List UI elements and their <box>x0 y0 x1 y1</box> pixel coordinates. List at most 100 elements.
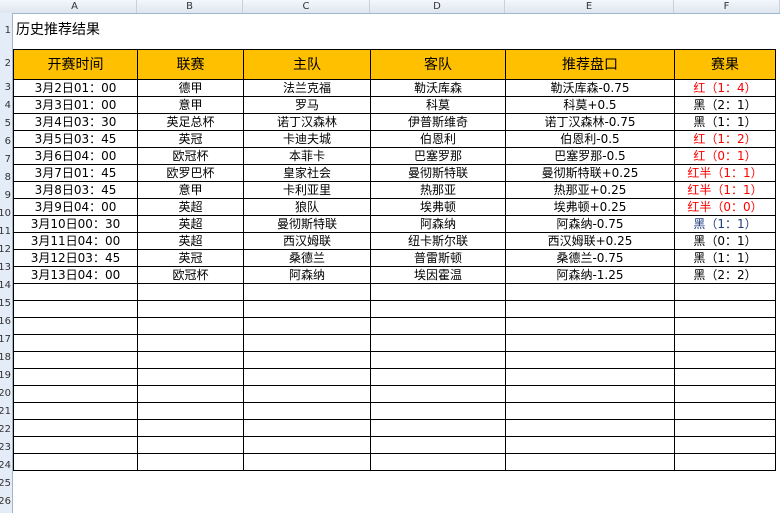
table-cell[interactable]: 罗马 <box>243 96 371 114</box>
table-cell[interactable]: 3月4日03：30 <box>13 113 138 131</box>
empty-cell[interactable] <box>674 283 776 301</box>
row-header[interactable]: 17 <box>0 334 11 345</box>
table-cell[interactable]: 诺丁汉森林 <box>243 113 371 131</box>
table-cell[interactable]: 3月11日04：00 <box>13 232 138 250</box>
empty-cell[interactable] <box>137 385 244 403</box>
table-cell[interactable]: 3月3日01：00 <box>13 96 138 114</box>
table-cell[interactable]: 红半（1：1） <box>674 164 776 182</box>
table-cell[interactable]: 红半（1：1） <box>674 181 776 199</box>
table-cell[interactable]: 红半（0：0） <box>674 198 776 216</box>
empty-cell[interactable] <box>243 300 371 318</box>
table-cell[interactable]: 英超 <box>137 232 244 250</box>
empty-cell[interactable] <box>243 317 371 335</box>
empty-cell[interactable] <box>505 402 675 420</box>
table-cell[interactable]: 英超 <box>137 198 244 216</box>
column-header[interactable]: E <box>505 0 674 13</box>
empty-cell[interactable] <box>505 368 675 386</box>
table-cell[interactable]: 曼彻斯特联 <box>370 164 506 182</box>
table-cell[interactable]: 卡利亚里 <box>243 181 371 199</box>
table-cell[interactable]: 法兰克福 <box>243 79 371 97</box>
table-cell[interactable]: 3月13日04：00 <box>13 266 138 284</box>
row-header[interactable]: 20 <box>0 388 11 399</box>
empty-cell[interactable] <box>370 453 506 471</box>
column-header[interactable]: B <box>137 0 243 13</box>
empty-cell[interactable] <box>505 351 675 369</box>
table-cell[interactable]: 英超 <box>137 215 244 233</box>
table-cell[interactable]: 3月6日04：00 <box>13 147 138 165</box>
empty-cell[interactable] <box>370 283 506 301</box>
empty-cell[interactable] <box>674 351 776 369</box>
empty-cell[interactable] <box>243 351 371 369</box>
column-header[interactable]: F <box>674 0 780 13</box>
empty-cell[interactable] <box>674 317 776 335</box>
table-cell[interactable]: 诺丁汉森林-0.75 <box>505 113 675 131</box>
empty-cell[interactable] <box>137 368 244 386</box>
empty-cell[interactable] <box>13 283 138 301</box>
table-cell[interactable]: 科莫 <box>370 96 506 114</box>
table-cell[interactable]: 德甲 <box>137 79 244 97</box>
column-header[interactable]: D <box>370 0 505 13</box>
table-cell[interactable]: 红（1：2） <box>674 130 776 148</box>
table-cell[interactable]: 埃因霍温 <box>370 266 506 284</box>
header-cell[interactable]: 客队 <box>370 49 506 80</box>
empty-cell[interactable] <box>674 402 776 420</box>
empty-cell[interactable] <box>370 300 506 318</box>
empty-cell[interactable] <box>370 317 506 335</box>
table-cell[interactable]: 欧冠杯 <box>137 266 244 284</box>
empty-cell[interactable] <box>370 419 506 437</box>
table-cell[interactable]: 伯恩利-0.5 <box>505 130 675 148</box>
table-cell[interactable]: 3月7日01：45 <box>13 164 138 182</box>
empty-cell[interactable] <box>505 436 675 454</box>
table-cell[interactable]: 伯恩利 <box>370 130 506 148</box>
row-header[interactable]: 8 <box>4 172 11 183</box>
table-cell[interactable]: 曼彻斯特联 <box>243 215 371 233</box>
table-cell[interactable]: 意甲 <box>137 181 244 199</box>
empty-cell[interactable] <box>13 317 138 335</box>
table-cell[interactable]: 卡迪夫城 <box>243 130 371 148</box>
row-header[interactable]: 10 <box>0 208 11 219</box>
row-header[interactable]: 25 <box>0 478 11 489</box>
table-cell[interactable]: 科莫+0.5 <box>505 96 675 114</box>
table-cell[interactable]: 桑德兰-0.75 <box>505 249 675 267</box>
empty-cell[interactable] <box>674 436 776 454</box>
empty-cell[interactable] <box>13 368 138 386</box>
table-cell[interactable]: 3月9日04：00 <box>13 198 138 216</box>
table-cell[interactable]: 勒沃库森 <box>370 79 506 97</box>
header-cell[interactable]: 开赛时间 <box>13 49 138 80</box>
table-cell[interactable]: 阿森纳 <box>243 266 371 284</box>
row-header[interactable]: 26 <box>0 496 11 507</box>
empty-cell[interactable] <box>243 402 371 420</box>
table-cell[interactable]: 阿森纳 <box>370 215 506 233</box>
table-cell[interactable]: 红（1：4） <box>674 79 776 97</box>
empty-cell[interactable] <box>505 334 675 352</box>
row-header[interactable]: 3 <box>4 82 11 93</box>
empty-cell[interactable] <box>674 334 776 352</box>
table-cell[interactable]: 普雷斯顿 <box>370 249 506 267</box>
table-cell[interactable]: 本菲卡 <box>243 147 371 165</box>
empty-cell[interactable] <box>13 300 138 318</box>
empty-cell[interactable] <box>505 317 675 335</box>
row-header[interactable]: 1 <box>4 25 11 36</box>
empty-cell[interactable] <box>13 385 138 403</box>
row-header[interactable]: 13 <box>0 262 11 273</box>
empty-cell[interactable] <box>505 453 675 471</box>
row-header[interactable]: 2 <box>4 58 11 69</box>
table-cell[interactable]: 热那亚+0.25 <box>505 181 675 199</box>
empty-cell[interactable] <box>505 385 675 403</box>
table-cell[interactable]: 热那亚 <box>370 181 506 199</box>
empty-cell[interactable] <box>13 419 138 437</box>
empty-cell[interactable] <box>243 419 371 437</box>
table-cell[interactable]: 英足总杯 <box>137 113 244 131</box>
table-cell[interactable]: 阿森纳-0.75 <box>505 215 675 233</box>
table-cell[interactable]: 黑（2：2） <box>674 266 776 284</box>
empty-cell[interactable] <box>370 368 506 386</box>
table-cell[interactable]: 西汉姆联+0.25 <box>505 232 675 250</box>
empty-cell[interactable] <box>243 385 371 403</box>
empty-cell[interactable] <box>13 436 138 454</box>
empty-cell[interactable] <box>243 368 371 386</box>
column-header[interactable]: A <box>13 0 137 13</box>
table-cell[interactable]: 黑（1：1） <box>674 215 776 233</box>
table-cell[interactable]: 欧冠杯 <box>137 147 244 165</box>
header-cell[interactable]: 联赛 <box>137 49 244 80</box>
table-cell[interactable]: 巴塞罗那-0.5 <box>505 147 675 165</box>
